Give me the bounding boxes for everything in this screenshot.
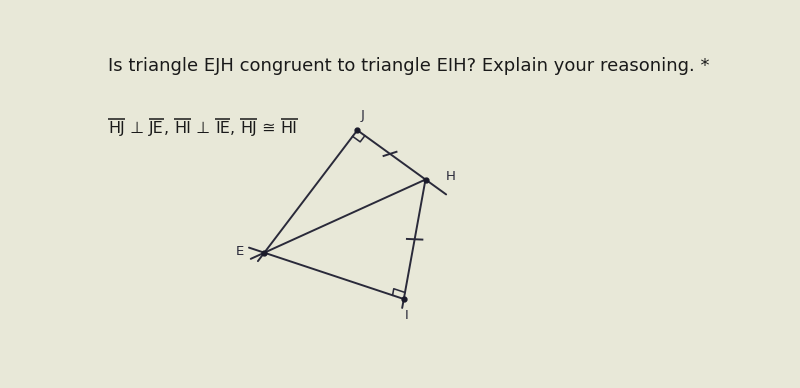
- Text: ≅: ≅: [257, 121, 281, 136]
- Text: ⊥: ⊥: [125, 121, 149, 136]
- Text: JE: JE: [149, 121, 164, 136]
- Text: I: I: [405, 309, 409, 322]
- Text: J: J: [360, 109, 364, 122]
- Text: HI: HI: [281, 121, 298, 136]
- Text: ,: ,: [164, 121, 174, 136]
- Text: HJ: HJ: [108, 121, 125, 136]
- Text: IE: IE: [215, 121, 230, 136]
- Text: ,: ,: [230, 121, 240, 136]
- Text: Is triangle EJH congruent to triangle EIH? Explain your reasoning. *: Is triangle EJH congruent to triangle EI…: [108, 57, 710, 75]
- Text: E: E: [235, 245, 244, 258]
- Text: HJ: HJ: [240, 121, 257, 136]
- Text: ⊥: ⊥: [191, 121, 215, 136]
- Text: H: H: [446, 170, 456, 183]
- Text: HI: HI: [174, 121, 191, 136]
